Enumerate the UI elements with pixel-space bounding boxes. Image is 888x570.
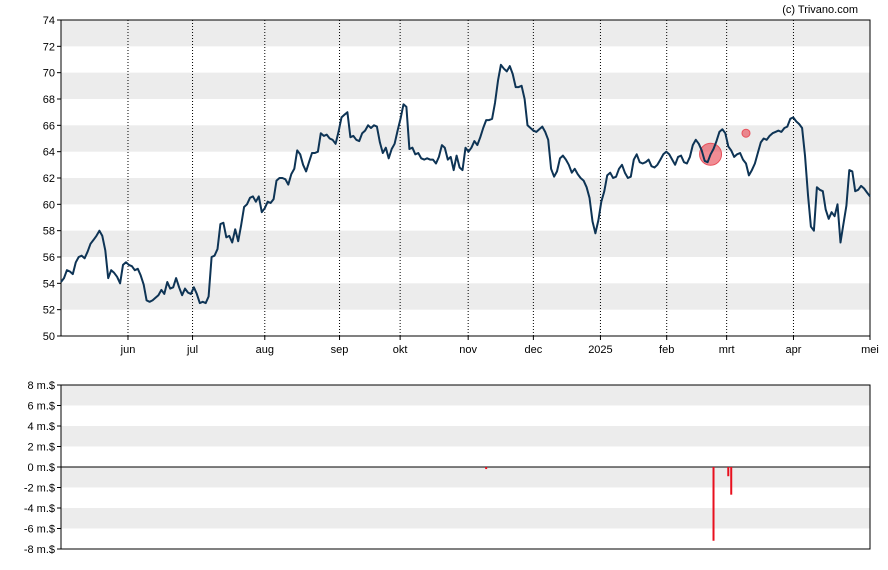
main-chart-bands bbox=[61, 20, 870, 310]
volume-y-tick-label: 6 m.$ bbox=[27, 401, 55, 413]
volume-y-tick-label: -6 m.$ bbox=[24, 524, 55, 536]
main-x-tick-label: sep bbox=[331, 344, 349, 356]
main-x-tick-label: mrt bbox=[719, 344, 735, 356]
main-x-tick-label: jul bbox=[186, 344, 198, 356]
main-x-tick-label: 2025 bbox=[588, 344, 612, 356]
main-y-tick-label: 62 bbox=[43, 173, 55, 185]
main-x-tick-label: mei bbox=[861, 344, 879, 356]
volume-y-tick-label: -8 m.$ bbox=[24, 544, 55, 556]
credit-text: (c) Trivano.com bbox=[782, 4, 858, 16]
main-chart-y-ticks: 50 52 54 56 58 60 62 64 66 68 70 72 74 bbox=[43, 15, 61, 343]
main-band bbox=[61, 72, 870, 99]
main-x-tick-label: feb bbox=[659, 344, 674, 356]
main-x-tick-label: okt bbox=[393, 344, 408, 356]
main-y-tick-label: 74 bbox=[43, 15, 55, 27]
volume-y-tick-label: 2 m.$ bbox=[27, 442, 55, 454]
volume-chart-y-ticks: 8 m.$ 6 m.$ 4 m.$ 2 m.$ 0 m.$ -2 m.$ -4 m.$ -6 … bbox=[24, 380, 61, 556]
volume-band bbox=[61, 508, 870, 529]
volume-y-tick-label: 0 m.$ bbox=[27, 462, 55, 474]
volume-y-tick-label: -4 m.$ bbox=[24, 503, 55, 515]
main-y-tick-label: 54 bbox=[43, 278, 55, 290]
main-x-tick-label: nov bbox=[459, 344, 477, 356]
main-y-tick-label: 56 bbox=[43, 252, 55, 264]
volume-band bbox=[61, 385, 870, 406]
volume-chart-bars bbox=[485, 467, 733, 541]
main-band bbox=[61, 283, 870, 310]
main-x-tick-label: dec bbox=[525, 344, 543, 356]
main-y-tick-label: 70 bbox=[43, 68, 55, 80]
main-y-tick-label: 50 bbox=[43, 331, 55, 343]
main-y-tick-label: 52 bbox=[43, 305, 55, 317]
event-marker bbox=[741, 128, 751, 138]
volume-y-tick-label: 8 m.$ bbox=[27, 380, 55, 392]
main-y-tick-label: 72 bbox=[43, 41, 55, 53]
main-y-tick-label: 60 bbox=[43, 199, 55, 211]
volume-band bbox=[61, 467, 870, 488]
main-y-tick-label: 58 bbox=[43, 226, 55, 238]
main-chart-x-ticks: jun jul aug sep okt nov dec 2025 feb mrt apr mei bbox=[120, 336, 879, 356]
main-chart-line bbox=[60, 63, 871, 305]
volume-y-tick-label: 4 m.$ bbox=[27, 421, 55, 433]
volume-y-tick-label: -2 m.$ bbox=[24, 483, 55, 495]
main-band bbox=[61, 230, 870, 257]
main-y-tick-label: 66 bbox=[43, 120, 55, 132]
main-x-tick-label: jun bbox=[120, 344, 136, 356]
main-x-tick-label: apr bbox=[786, 344, 802, 356]
volume-band bbox=[61, 426, 870, 447]
main-y-tick-label: 68 bbox=[43, 94, 55, 106]
volume-chart-bands bbox=[61, 385, 870, 529]
main-y-tick-label: 64 bbox=[43, 147, 55, 159]
main-x-tick-label: aug bbox=[256, 344, 274, 356]
main-band bbox=[61, 20, 870, 47]
price-line bbox=[60, 63, 871, 305]
main-band bbox=[61, 178, 870, 205]
